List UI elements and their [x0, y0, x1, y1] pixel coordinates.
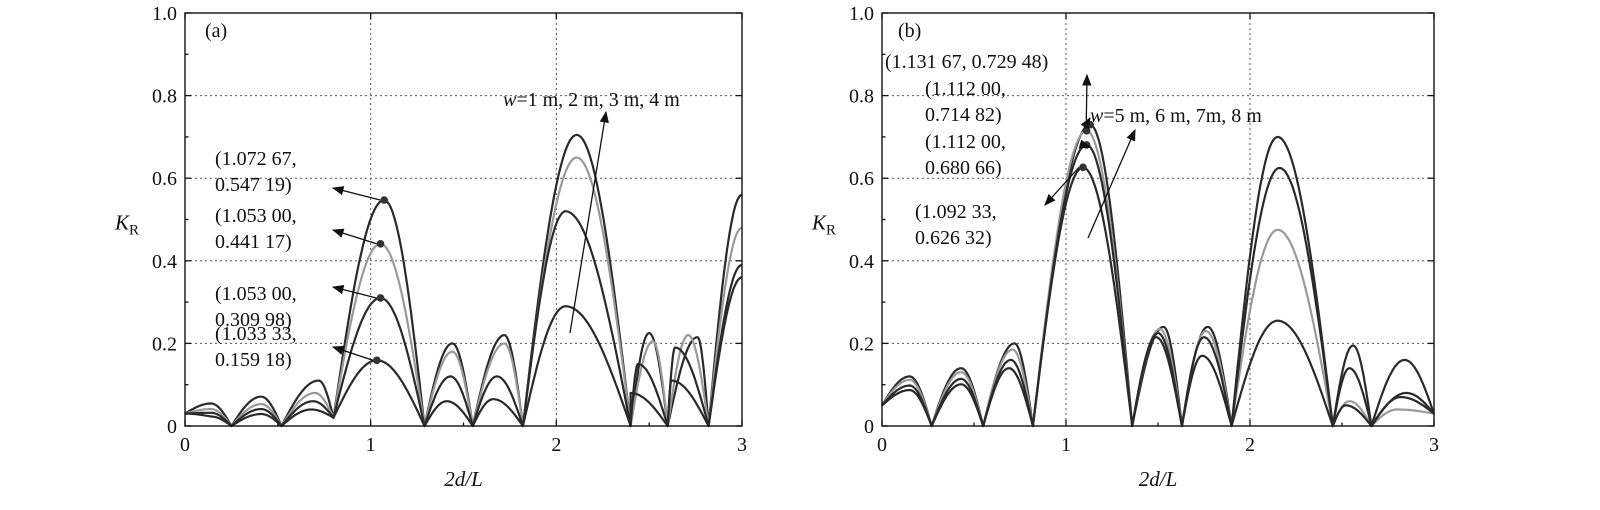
series-group: [184, 133, 743, 428]
peak-annotations: (1.072 67, 0.547 19) (1.053 00, 0.441 17) (1…: [215, 148, 388, 371]
y-tick-label: 0.2: [152, 333, 177, 355]
annotation-arrow: [331, 285, 377, 299]
annotation-arrow: [1080, 116, 1091, 132]
annotation-arrow: [1044, 166, 1080, 206]
panel-a: 0 1 2 300.20.40.60.81.02d/LKR(a)(1.072 67,0…: [114, 3, 747, 491]
peak-marker: [376, 294, 385, 302]
peak-label: 0.680 66): [925, 157, 1002, 179]
peak-marker: [373, 356, 381, 365]
x-tick-label: 0: [877, 434, 887, 456]
x-tick-label: 2: [1245, 434, 1255, 456]
grid-lines: [882, 13, 1434, 426]
series-note: w=1 m, 2 m, 3 m, 4 m: [503, 89, 680, 111]
peak-label: (1.112 00,: [925, 131, 1006, 153]
panel-b: 0 1 2 3 0 0.2 0.4 0.6 0.8 1.0 2d/L KR (b) (1.131 67, …: [811, 3, 1439, 491]
y-tick-label: 0.4: [152, 251, 177, 273]
series-note-variable: w: [1090, 105, 1104, 127]
peak-label: (1.033 33,: [215, 323, 297, 345]
x-tick-label: 2: [551, 434, 561, 456]
series-note-variable: w: [503, 89, 517, 111]
series-line-3: [185, 210, 743, 428]
peak-marker: [1079, 163, 1087, 172]
axis-ticks: 0 1 2 3 0 0.2 0.4 0.6 0.8 1.0: [152, 3, 747, 456]
x-axis-title: 2d/L: [444, 467, 483, 491]
annotation-arrow: [331, 186, 381, 201]
peak-label: 0.309 98): [215, 309, 292, 331]
y-tick-label: 0.2: [849, 333, 874, 355]
y-tick-label: 0.6: [152, 168, 177, 190]
y-tick-label: 0.6: [849, 168, 874, 190]
peak-label: (1.072 67,: [215, 148, 297, 170]
y-tick-label: 0.8: [152, 86, 177, 108]
series-group: [881, 123, 1436, 428]
annotation-arrow: [331, 345, 374, 361]
y-tick-label: 1.0: [152, 3, 177, 25]
peak-label: (1.112 00,: [925, 78, 1006, 100]
y-tick-label: 1.0: [849, 3, 874, 25]
annotation-arrow: [1082, 73, 1092, 125]
peak-label: (1.053 00,: [215, 205, 297, 227]
series-line-2: [184, 156, 743, 428]
peak-label: 0.714 82): [925, 104, 1002, 126]
panel-label: (b): [898, 20, 921, 42]
series-line-2: [881, 129, 1435, 428]
peak-label: (1.053 00,: [215, 283, 297, 305]
y-tick-label: 0.4: [849, 251, 874, 273]
peak-annotations: (1.131 67, 0.729 48) (1.112 00, 0.714 82) (…: [885, 51, 1095, 249]
x-tick-label: 3: [1429, 434, 1439, 456]
annotation-arrow: [331, 228, 377, 245]
series-line-4: [881, 166, 1435, 428]
x-tick-label: 1: [366, 434, 376, 456]
peak-label: (1.092 33,: [915, 201, 997, 223]
peak-label: (1.131 67, 0.729 48): [885, 51, 1048, 73]
peak-label: 0.626 32): [915, 227, 992, 249]
series-line-3: [881, 143, 1435, 428]
series-line-4: [185, 276, 743, 428]
series-note-values: =1 m, 2 m, 3 m, 4 m: [516, 89, 680, 111]
peak-marker: [376, 239, 385, 248]
series-note-values: =5 m, 6 m, 7m, 8 m: [1103, 105, 1262, 127]
y-axis-title: KR: [811, 211, 836, 239]
panel-label: (a): [205, 20, 227, 42]
series-note-arrow: [1087, 128, 1136, 239]
series-note: w=5 m, 6 m, 7m, 8 m: [1090, 105, 1262, 127]
series-line-1: [881, 123, 1436, 428]
peak-label: 0.441 17): [215, 231, 292, 253]
y-axis-title-subscript: R: [129, 223, 139, 239]
series-note-arrow: [569, 110, 609, 334]
y-tick-label: 0.8: [849, 86, 874, 108]
annotation-arrow: [1078, 139, 1092, 149]
axis-ticks: 0 1 2 3 0 0.2 0.4 0.6 0.8 1.0: [849, 3, 1439, 456]
peak-marker: [380, 196, 388, 204]
x-tick-label: 0: [180, 434, 190, 456]
y-tick-label: 0: [167, 416, 177, 438]
x-tick-label: 3: [737, 434, 747, 456]
y-axis-title-subscript: R: [826, 223, 836, 239]
y-axis-title: KR: [114, 211, 139, 239]
x-axis-title: 2d/L: [1139, 467, 1178, 491]
peak-label: 0.547 19): [215, 174, 292, 196]
x-tick-label: 1: [1061, 434, 1071, 456]
y-tick-label: 0: [864, 416, 874, 438]
peak-label: 0.159 18): [215, 349, 292, 371]
